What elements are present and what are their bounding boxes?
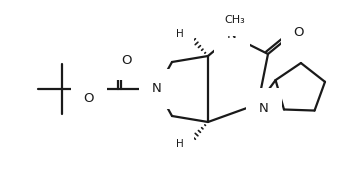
Text: N: N	[152, 82, 162, 95]
Text: H: H	[176, 139, 184, 149]
Text: O: O	[294, 26, 304, 38]
Text: N: N	[259, 102, 269, 114]
Text: N: N	[227, 27, 237, 40]
Text: CH₃: CH₃	[225, 15, 245, 25]
Text: O: O	[121, 54, 131, 66]
Text: H: H	[176, 29, 184, 39]
Text: O: O	[84, 91, 94, 105]
